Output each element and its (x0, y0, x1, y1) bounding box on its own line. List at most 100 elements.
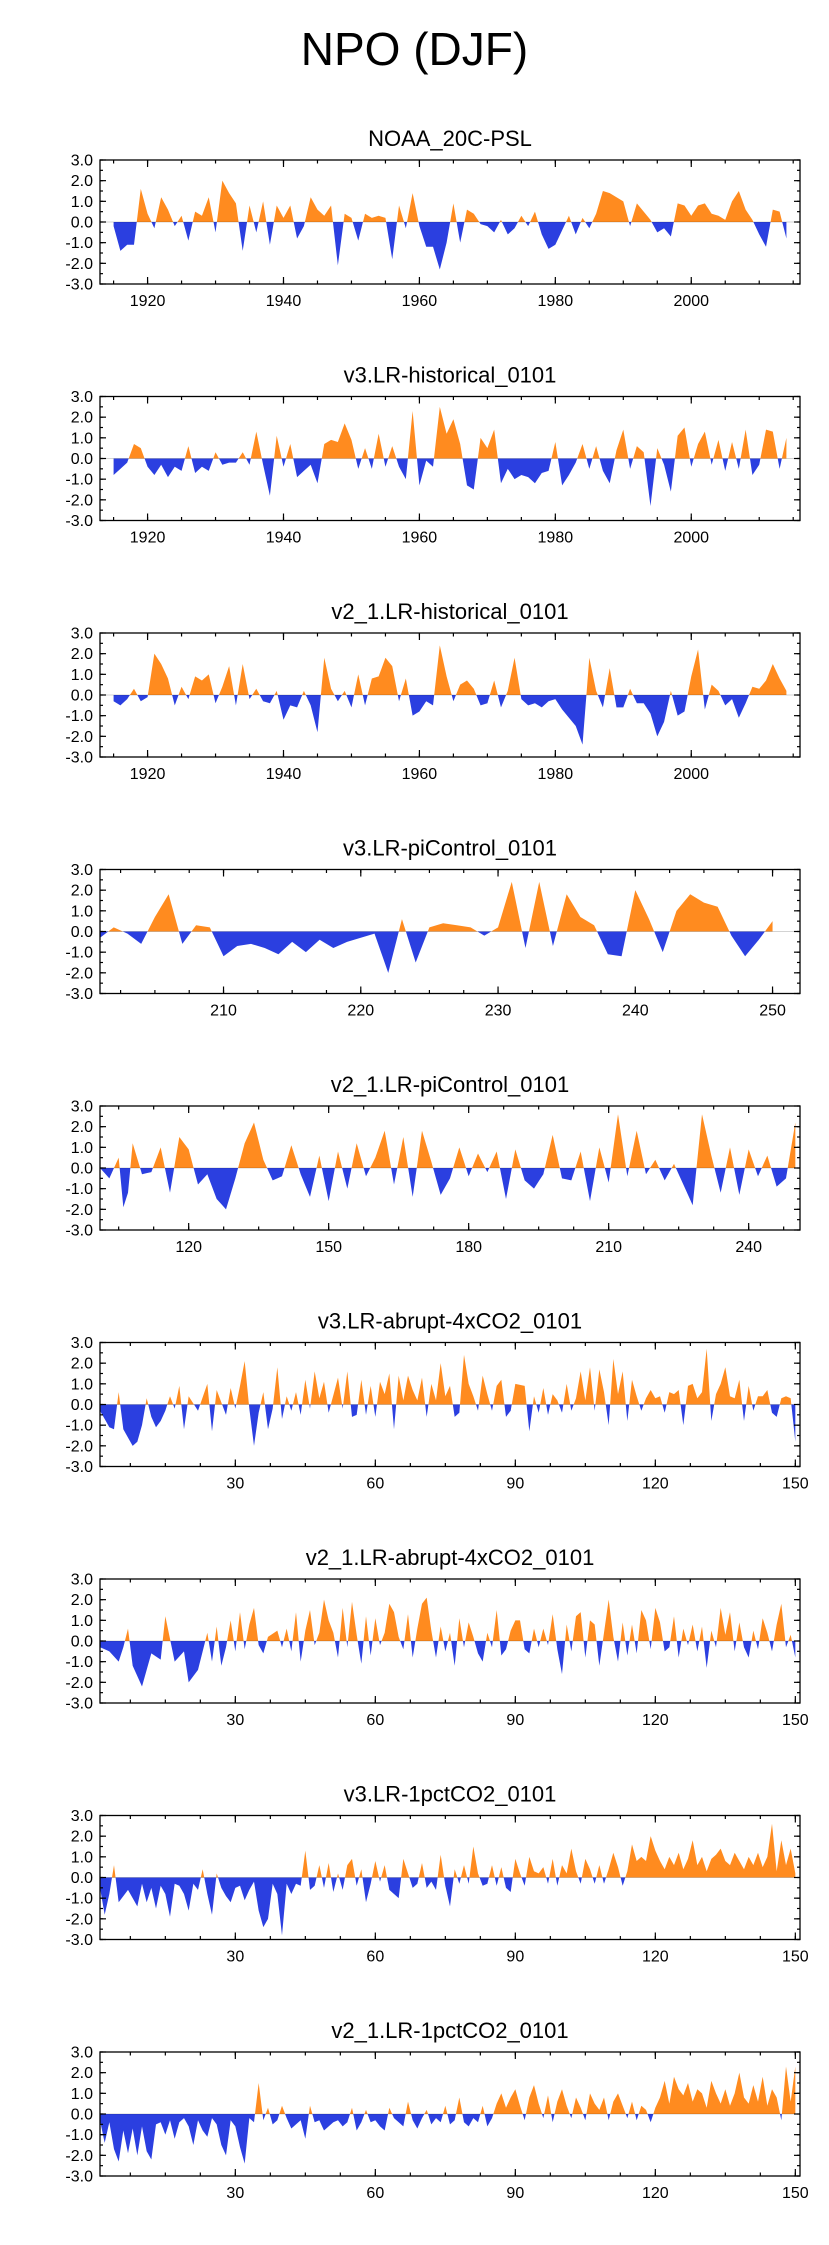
y-tick-label: 0.0 (71, 1397, 93, 1414)
y-tick-label: 3.0 (71, 1335, 93, 1352)
y-tick-label: -2.0 (65, 256, 93, 273)
x-tick-label: 30 (226, 2185, 244, 2202)
y-tick-label: 3.0 (71, 1099, 93, 1116)
positive-area (100, 2066, 796, 2114)
y-tick-label: 1.0 (71, 194, 93, 211)
y-tick-label: 1.0 (71, 1849, 93, 1866)
chart-panel: v3.LR-1pctCO2_0101 3.0 2.0 1.0 0.0 -1.0 -2.0 -3… (65, 1782, 808, 1966)
x-tick-label: 220 (347, 1003, 374, 1020)
chart-title: v3.LR-abrupt-4xCO2_0101 (318, 1309, 582, 1334)
x-tick-label: 1960 (402, 530, 438, 547)
x-tick-label: 1980 (538, 293, 574, 310)
y-tick-label: -3.0 (65, 750, 93, 767)
x-tick-label: 90 (506, 2185, 524, 2202)
y-tick-label: -2.0 (65, 492, 93, 509)
chart-panel: NOAA_20C-PSL 3.0 2.0 1.0 0.0 -1.0 -2.0 -3.0 1920… (65, 126, 801, 310)
x-tick-label: 1960 (402, 293, 438, 310)
x-tick-label: 150 (782, 1712, 809, 1729)
y-tick-label: 0.0 (71, 1161, 93, 1178)
y-tick-label: -2.0 (65, 1675, 93, 1692)
y-tick-label: -2.0 (65, 2148, 93, 2165)
negative-area (100, 1168, 796, 1210)
x-tick-label: 30 (226, 1949, 244, 1966)
x-tick-label: 120 (642, 1712, 669, 1729)
positive-area (113, 645, 787, 695)
y-tick-label: 2.0 (71, 646, 93, 663)
y-tick-label: 0.0 (71, 215, 93, 232)
y-tick-label: 0.0 (71, 1634, 93, 1651)
y-tick-label: 1.0 (71, 430, 93, 447)
x-tick-label: 60 (366, 1712, 384, 1729)
y-tick-label: -3.0 (65, 513, 93, 530)
y-tick-label: 1.0 (71, 903, 93, 920)
y-tick-label: 1.0 (71, 1140, 93, 1157)
y-tick-label: 0.0 (71, 1870, 93, 1887)
x-tick-label: 240 (735, 1239, 762, 1256)
chart-panel: v2_1.LR-historical_0101 3.0 2.0 1.0 0.0 -1.0 -… (65, 599, 801, 783)
negative-area (100, 1641, 796, 1687)
x-tick-label: 1980 (538, 530, 574, 547)
y-tick-label: -3.0 (65, 1932, 93, 1949)
y-tick-label: 3.0 (71, 1572, 93, 1589)
x-tick-label: 240 (622, 1003, 649, 1020)
negative-area (100, 931, 773, 973)
positive-area (100, 881, 773, 932)
chart-title: v2_1.LR-abrupt-4xCO2_0101 (306, 1545, 595, 1570)
x-tick-label: 120 (175, 1239, 202, 1256)
y-tick-label: -3.0 (65, 277, 93, 294)
x-tick-label: 250 (759, 1003, 786, 1020)
y-tick-label: -1.0 (65, 235, 93, 252)
x-tick-label: 120 (642, 2185, 669, 2202)
figure-title: NPO (DJF) (300, 23, 529, 75)
y-tick-label: 3.0 (71, 862, 93, 879)
x-tick-label: 1940 (266, 766, 302, 783)
x-tick-label: 210 (210, 1003, 237, 1020)
y-tick-label: -3.0 (65, 1459, 93, 1476)
x-tick-label: 2000 (673, 530, 709, 547)
x-tick-label: 30 (226, 1476, 244, 1493)
x-tick-label: 90 (506, 1712, 524, 1729)
negative-area (113, 222, 787, 270)
y-tick-label: -3.0 (65, 1223, 93, 1240)
negative-area (100, 2114, 796, 2164)
chart-panel: v2_1.LR-abrupt-4xCO2_0101 3.0 2.0 1.0 0.0 -1.… (65, 1545, 808, 1729)
y-tick-label: 0.0 (71, 924, 93, 941)
positive-area (100, 1114, 796, 1168)
positive-area (100, 1597, 796, 1641)
x-tick-label: 1940 (266, 293, 302, 310)
y-tick-label: 3.0 (71, 626, 93, 643)
chart-title: v3.LR-piControl_0101 (343, 836, 557, 861)
y-tick-label: 3.0 (71, 389, 93, 406)
y-tick-label: -1.0 (65, 1418, 93, 1435)
chart-title: NOAA_20C-PSL (368, 126, 532, 151)
x-tick-label: 210 (595, 1239, 622, 1256)
y-tick-label: 2.0 (71, 1829, 93, 1846)
x-tick-label: 150 (782, 2185, 809, 2202)
x-tick-label: 30 (226, 1712, 244, 1729)
negative-area (113, 458, 787, 507)
y-tick-label: -1.0 (65, 2127, 93, 2144)
y-tick-label: 1.0 (71, 667, 93, 684)
x-tick-label: 150 (782, 1949, 809, 1966)
x-tick-label: 60 (366, 2185, 384, 2202)
x-tick-label: 1980 (538, 766, 574, 783)
positive-area (113, 180, 787, 222)
y-tick-label: 1.0 (71, 1613, 93, 1630)
y-tick-label: -2.0 (65, 1438, 93, 1455)
y-tick-label: -3.0 (65, 2169, 93, 2186)
x-tick-label: 2000 (673, 293, 709, 310)
x-tick-label: 1920 (130, 530, 166, 547)
chart-title: v3.LR-historical_0101 (344, 363, 557, 388)
x-tick-label: 90 (506, 1949, 524, 1966)
y-tick-label: -2.0 (65, 1911, 93, 1928)
y-tick-label: -2.0 (65, 729, 93, 746)
chart-panel: v3.LR-piControl_0101 3.0 2.0 1.0 0.0 -1.0 -2.0… (65, 836, 801, 1020)
positive-area (100, 1348, 796, 1405)
x-tick-label: 60 (366, 1476, 384, 1493)
y-tick-label: 3.0 (71, 2045, 93, 2062)
y-tick-label: 2.0 (71, 410, 93, 427)
y-tick-label: 2.0 (71, 1592, 93, 1609)
y-tick-label: -1.0 (65, 1181, 93, 1198)
y-tick-label: 2.0 (71, 883, 93, 900)
